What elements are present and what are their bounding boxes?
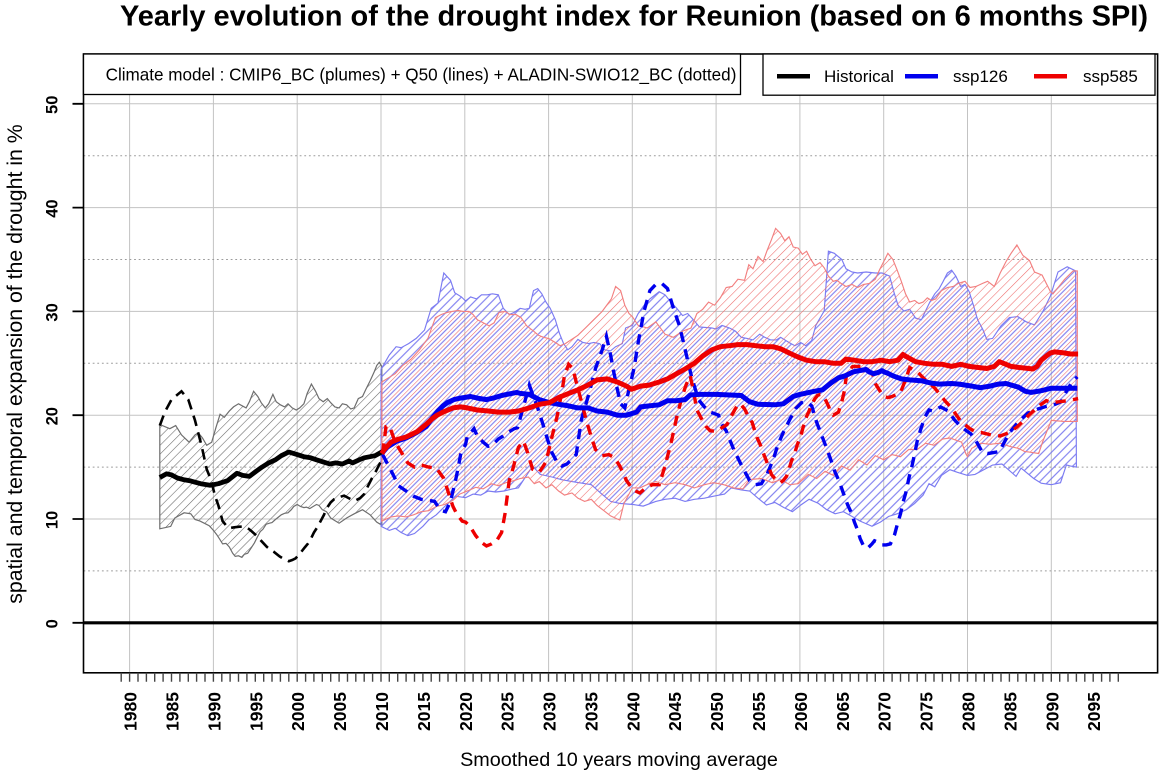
svg-text:30: 30: [44, 303, 62, 321]
svg-text:2075: 2075: [917, 692, 937, 731]
svg-text:Smoothed 10 years moving avera: Smoothed 10 years moving average: [460, 749, 778, 771]
svg-text:1995: 1995: [246, 692, 266, 731]
svg-text:1990: 1990: [204, 692, 224, 731]
svg-text:2035: 2035: [581, 692, 601, 731]
svg-text:2050: 2050: [707, 692, 727, 731]
svg-text:Historical: Historical: [824, 67, 894, 86]
svg-text:2070: 2070: [875, 692, 895, 731]
svg-text:2010: 2010: [372, 692, 392, 731]
svg-text:50: 50: [44, 96, 62, 114]
svg-text:2090: 2090: [1042, 692, 1062, 731]
svg-text:0: 0: [44, 619, 62, 628]
svg-text:2060: 2060: [791, 692, 811, 731]
svg-text:1980: 1980: [121, 692, 141, 731]
svg-text:2040: 2040: [623, 692, 643, 731]
svg-text:2025: 2025: [498, 692, 518, 731]
svg-text:2030: 2030: [540, 692, 560, 731]
svg-text:Climate model : CMIP6_BC (plum: Climate model : CMIP6_BC (plumes) + Q50 …: [106, 66, 737, 85]
svg-text:2045: 2045: [665, 692, 685, 731]
svg-text:20: 20: [44, 407, 62, 425]
svg-text:ssp126: ssp126: [953, 67, 1008, 86]
svg-text:2015: 2015: [414, 692, 434, 731]
svg-text:1985: 1985: [163, 692, 183, 731]
svg-text:2005: 2005: [330, 692, 350, 731]
svg-text:2000: 2000: [288, 692, 308, 731]
svg-text:2095: 2095: [1084, 692, 1104, 731]
svg-text:2080: 2080: [959, 692, 979, 731]
svg-text:2020: 2020: [456, 692, 476, 731]
svg-text:2055: 2055: [749, 692, 769, 731]
svg-text:10: 10: [44, 511, 62, 529]
svg-text:2065: 2065: [833, 692, 853, 731]
svg-text:2085: 2085: [1000, 692, 1020, 731]
svg-text:Yearly evolution of the drough: Yearly evolution of the drought index fo…: [120, 1, 1148, 33]
svg-text:ssp585: ssp585: [1083, 67, 1138, 86]
svg-text:40: 40: [44, 199, 62, 217]
svg-text:spatial and temporal expansion: spatial and temporal expansion of the dr…: [3, 124, 27, 604]
